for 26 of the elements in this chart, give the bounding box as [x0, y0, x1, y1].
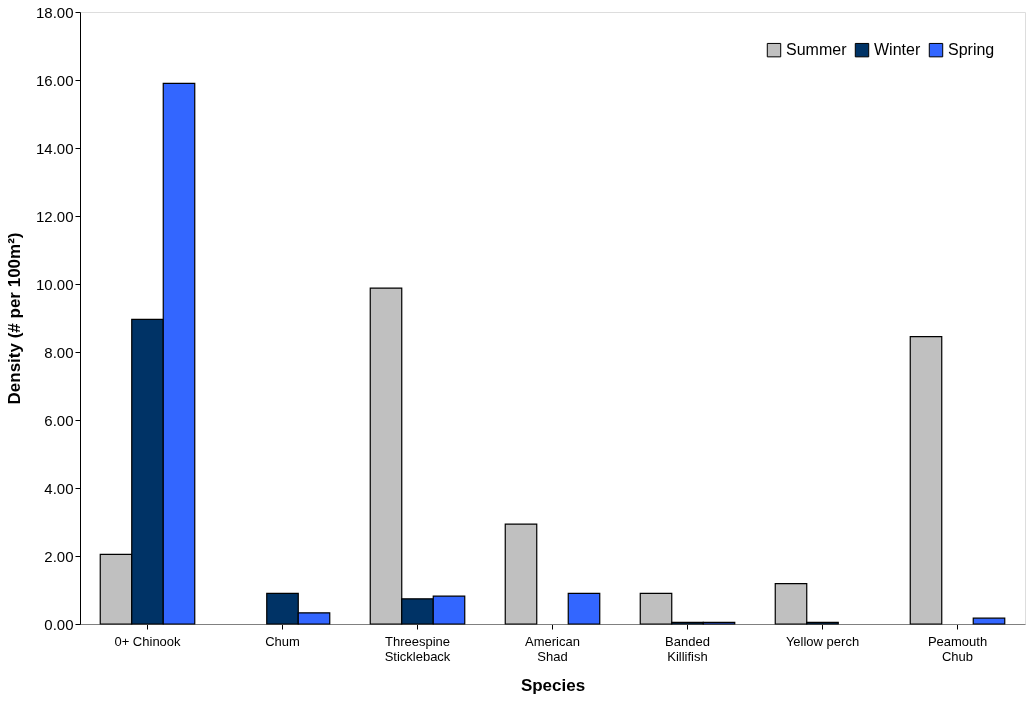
y-tick-label: 6.00: [44, 411, 74, 429]
x-tick-label: 0+ Chinook: [114, 633, 182, 649]
x-tick-label: Peamouth Chub: [927, 633, 988, 664]
x-tick-label: Yellow perch: [785, 633, 860, 649]
legend-label: Spring: [948, 41, 995, 59]
x-tick-label: Threespine Stickleback: [384, 633, 451, 664]
legend-label: Summer: [786, 41, 848, 59]
y-tick-label: 4.00: [44, 479, 74, 497]
bar: [972, 617, 1006, 625]
y-tick-label: 16.00: [35, 71, 74, 89]
y-tick-label: 8.00: [44, 343, 74, 361]
y-tick-label: 18.00: [35, 3, 74, 21]
y-tick-label: 0.00: [44, 615, 74, 633]
y-tick-label: 10.00: [35, 275, 74, 293]
bar: [504, 523, 538, 625]
y-tick-label: 2.00: [44, 547, 74, 565]
bar: [909, 336, 943, 625]
x-tick-label: American Shad: [525, 633, 580, 664]
x-tick-label: Banded Killifish: [665, 633, 710, 664]
y-tick-label: 12.00: [35, 207, 74, 225]
y-tick-label: 14.00: [35, 139, 74, 157]
bar: [567, 592, 601, 625]
legend-label: Winter: [874, 41, 921, 59]
x-axis-title: Species: [520, 675, 586, 695]
x-tick-label: Chum: [265, 633, 300, 649]
y-axis-title: Density (# per 100m²): [4, 232, 24, 405]
